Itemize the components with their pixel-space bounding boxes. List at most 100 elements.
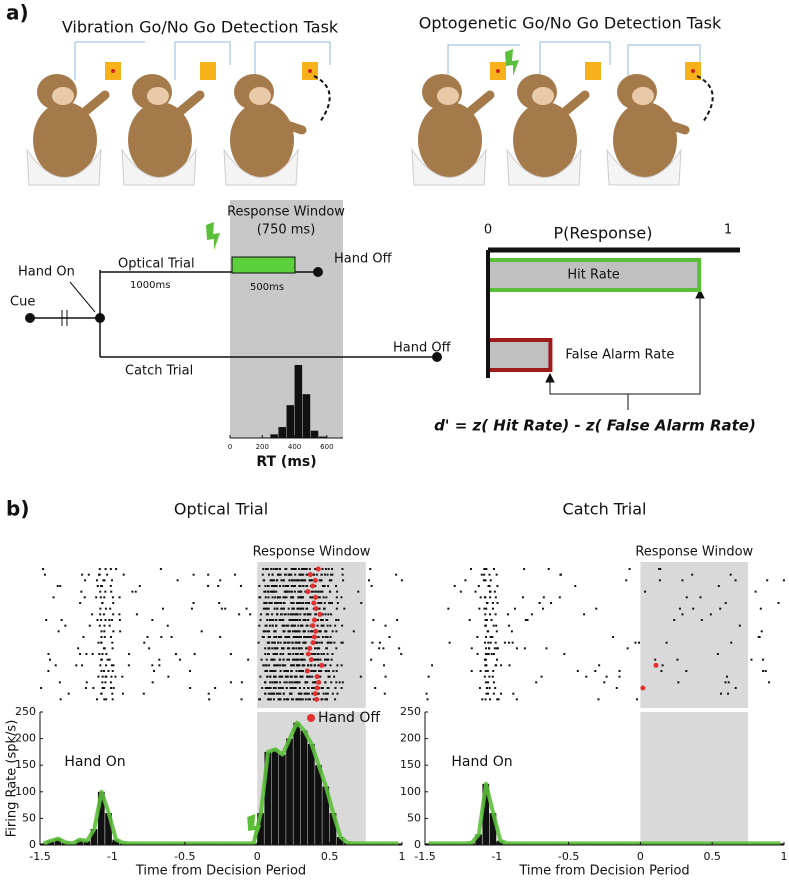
x-tick-label: 400 [288,443,301,451]
spike [692,607,695,610]
spike [283,613,286,616]
spike [336,664,339,667]
spike [189,670,192,672]
diaper [121,148,197,186]
spike [109,607,112,610]
spike [308,675,311,678]
spike [264,607,267,610]
spike [229,653,232,655]
spike [305,647,308,650]
chart-title: P(Response) [554,224,653,243]
spike [290,698,293,701]
spike [287,607,290,610]
spike [109,568,112,570]
task-title: Optogenetic Go/No Go Detection Task [419,14,722,33]
spike [298,681,301,684]
spike [293,647,296,650]
spike [495,664,498,667]
spike [92,687,95,689]
label: Optical Trial [118,257,195,272]
spike [300,670,303,672]
spike [757,636,760,638]
spike [323,573,326,576]
spike [340,664,343,667]
spike [287,630,290,633]
spike [342,579,345,582]
spike [294,641,297,644]
spike [484,664,487,667]
spike [111,670,114,672]
arm [455,90,495,125]
hand-off-dot [640,685,646,691]
spike [64,624,67,627]
spike [660,670,663,672]
spike [311,675,314,678]
spike [104,619,107,621]
spike [308,698,311,701]
spike [335,630,338,633]
spike [289,613,292,616]
spike [500,664,503,667]
spike [281,624,284,627]
spike [277,573,280,576]
spike [264,596,267,599]
spike [269,692,272,695]
spike [264,630,267,633]
annotation: Hand On [451,754,512,770]
spike [275,602,278,604]
spike [266,675,269,678]
bar [286,405,295,438]
spike [271,647,274,650]
arrow [628,296,701,395]
spike [321,619,324,621]
bar [54,838,62,845]
spike [484,681,487,684]
spike [545,647,548,650]
spike [278,568,281,570]
screen [627,44,701,80]
spike [207,573,210,576]
spike [115,568,118,570]
bar [307,743,315,845]
spike [273,641,276,644]
x-tick-label: 0 [254,850,261,863]
spike [483,641,486,644]
bar [278,754,286,845]
spike [263,602,266,604]
spike [318,579,321,582]
spike [323,607,326,610]
spike [281,675,284,678]
spike [782,579,785,582]
x-tick-label: 1 [781,850,788,863]
spike [324,698,327,701]
spike [301,579,304,582]
reach-arrow [313,75,331,123]
spike [489,636,492,638]
hand-off-dot [314,696,320,702]
spike [496,585,499,587]
hand-off-dot [311,634,317,640]
spike [483,675,486,678]
spike [234,573,237,576]
spike [286,590,289,593]
spike [310,670,313,672]
spike [335,596,338,599]
spike [273,585,276,587]
spike [267,687,270,689]
spike [326,636,329,638]
spike [327,658,330,661]
diaper [411,148,487,186]
spike [307,664,310,667]
spike [276,613,279,616]
spike [326,573,329,576]
spike [279,692,282,695]
spike [270,568,273,570]
spike [269,602,272,604]
stim [231,256,296,274]
spike [654,658,657,661]
spike [299,585,302,587]
spike [470,670,473,672]
spike [214,687,217,689]
spike [487,692,490,695]
spike [615,687,618,689]
